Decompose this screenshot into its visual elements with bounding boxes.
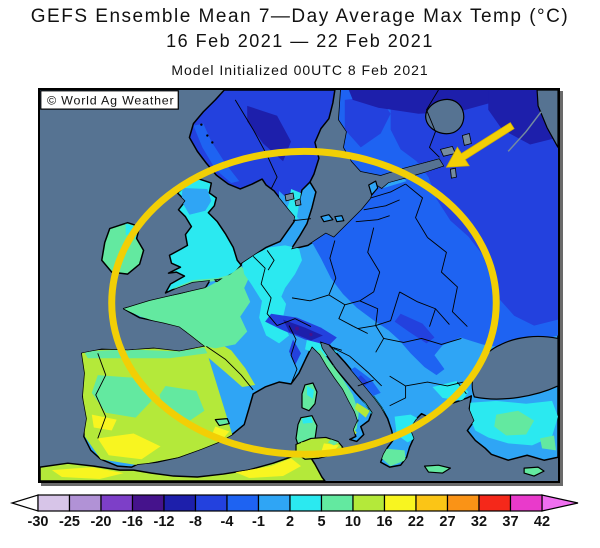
white-sea <box>425 98 465 135</box>
colorbar-right-arrow <box>541 494 579 512</box>
watermark-box: © World Ag Weather <box>40 90 179 110</box>
barents-corner <box>536 90 558 148</box>
colorbar-tick: -1 <box>252 514 265 530</box>
lake-vattern <box>294 198 302 207</box>
colorbar-tick: -25 <box>59 514 80 530</box>
lake-onega <box>461 133 472 146</box>
lake-peipus <box>449 167 457 179</box>
colorbar-tick: -16 <box>122 514 143 530</box>
page-subtitle-dates: 16 Feb 2021 — 22 Feb 2021 <box>166 31 434 51</box>
danish-isles <box>320 214 334 223</box>
colorbar-segment <box>100 494 134 512</box>
colorbar-segment <box>194 494 228 512</box>
island-patches <box>300 385 339 457</box>
gotland <box>368 180 379 196</box>
colorbar-tick: 10 <box>345 514 361 530</box>
borders-layer <box>95 90 468 439</box>
colorbar-tick: -20 <box>91 514 112 530</box>
crete <box>423 464 452 474</box>
danish-isles <box>334 215 345 223</box>
colorbar-tick: 27 <box>439 514 455 530</box>
colorbar-segment <box>37 494 71 512</box>
temperature-colorbar: -30 -25 -20 -16 -12 -8 -4 -1 2 5 10 16 2… <box>0 489 600 535</box>
model-init-label: Model Initialized 00UTC 8 Feb 2021 <box>171 62 429 78</box>
cyprus <box>523 466 545 477</box>
lakes-layer <box>284 111 542 207</box>
colorbar-segment <box>68 494 102 512</box>
highlight-arrow <box>445 122 515 168</box>
colorbar-segment <box>289 494 323 512</box>
colorbar-tick: -30 <box>28 514 49 530</box>
colorbar-tick: 22 <box>408 514 424 530</box>
europe-temperature-map: © World Ag Weather <box>38 88 560 483</box>
map-canvas: © World Ag Weather <box>40 90 558 481</box>
colorbar-segment <box>415 494 449 512</box>
colorbar-segments <box>37 494 543 512</box>
colorbar-segment <box>446 494 480 512</box>
page-title: GEFS Ensemble Mean 7—Day Average Max Tem… <box>30 6 570 27</box>
colorbar-segment <box>383 494 417 512</box>
small-island-specks <box>200 123 214 144</box>
colorbar-segment <box>352 494 386 512</box>
colorbar-tick: 5 <box>317 514 325 530</box>
lake-vanern <box>284 192 295 202</box>
colorbar-tick: 2 <box>286 514 294 530</box>
colorbar-ticks: -30 -25 -20 -16 -12 -8 -4 -1 2 5 10 16 2… <box>28 514 551 530</box>
colorbar-tick: -12 <box>154 514 175 530</box>
watermark-text: © World Ag Weather <box>47 93 175 107</box>
colorbar-left-arrow <box>9 494 39 512</box>
colorbar-segment <box>320 494 354 512</box>
colorbar-segment <box>257 494 291 512</box>
great-britain <box>164 178 242 294</box>
colorbar-tick: -8 <box>189 514 202 530</box>
majorca <box>214 418 230 427</box>
colorbar-tick: 32 <box>471 514 487 530</box>
colorbar-tick: 37 <box>502 514 518 530</box>
colorbar-tick: 16 <box>376 514 392 530</box>
colorbar-tick: -4 <box>221 514 234 530</box>
colorbar-segment <box>226 494 260 512</box>
river-line <box>507 111 542 152</box>
colorbar-tick: 42 <box>534 514 550 530</box>
seas-layer <box>425 90 558 400</box>
highlight-ellipse <box>108 147 500 458</box>
colorbar-segment <box>509 494 543 512</box>
colorbar-canvas: -30 -25 -20 -16 -12 -8 -4 -1 2 5 10 16 2… <box>9 494 579 530</box>
colorbar-segment <box>478 494 512 512</box>
colorbar-segment <box>131 494 165 512</box>
colorbar-segment <box>163 494 197 512</box>
